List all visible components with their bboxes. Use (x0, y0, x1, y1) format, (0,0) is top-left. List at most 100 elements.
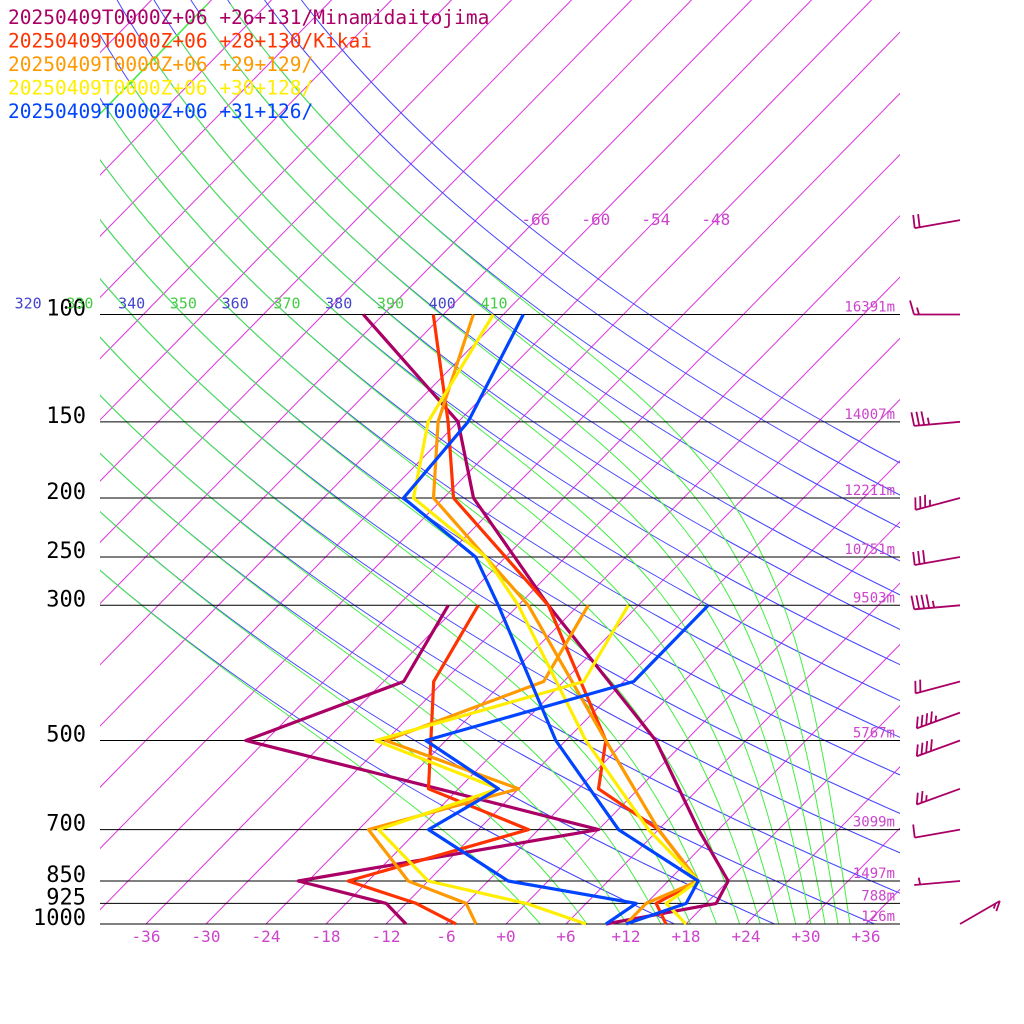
moist-adiabat-line (100, 3, 691, 924)
isotherm-line (0, 0, 92, 924)
height-label: 3099m (853, 815, 895, 831)
wind-barb (915, 711, 961, 730)
isotherm-line (325, 337, 900, 924)
moist-adiabat-line (100, 3, 761, 924)
pressure-tick-label: 500 (46, 723, 86, 748)
legend-entry-1: 20250409T0000Z+06 +26+131/Minamidaitojim… (8, 6, 489, 29)
isotherm-line (926, 0, 1024, 924)
isotherm-line (100, 0, 812, 727)
theta-label: 400 (429, 295, 456, 313)
isotherm-line (265, 276, 900, 924)
dewpoint-line-2 (346, 604, 531, 926)
dry-adiabat-line (100, 569, 675, 924)
isotherm-line (0, 0, 32, 924)
theta-label: 390 (377, 295, 404, 313)
theta-label: 340 (118, 295, 145, 313)
isotherm-label: -60 (581, 210, 610, 229)
moist-adiabat-line (153, 3, 812, 924)
legend-entry-3: 20250409T0000Z+06 +29+129/ (8, 53, 313, 76)
theta-label: 350 (170, 295, 197, 313)
dry-adiabat-line (100, 158, 900, 738)
moist-adiabat-line (229, 3, 851, 924)
temperature-tick-label: +36 (852, 927, 881, 946)
isotherm-line (986, 0, 1024, 924)
dry-adiabat-line (100, 218, 900, 776)
moist-adiabat-line (100, 3, 718, 924)
temperature-tick-label: -36 (132, 927, 161, 946)
isotherm-label: -66 (521, 210, 550, 229)
wind-barb (910, 411, 961, 427)
temperature-tick-label: +0 (496, 927, 515, 946)
dewpoint-line-1 (244, 604, 601, 926)
pressure-tick-label: 850 (46, 863, 86, 888)
wind-barb (912, 824, 961, 839)
moist-adiabat-line (176, 3, 826, 924)
height-label: 12211m (844, 483, 895, 499)
height-label: 9503m (853, 590, 895, 606)
temperature-tick-label: -12 (372, 927, 401, 946)
isotherm-line (100, 0, 572, 482)
moist-adiabat-line (100, 3, 588, 924)
temperature-tick-label: -18 (312, 927, 341, 946)
moist-adiabat-line (199, 3, 839, 924)
moist-adiabat-line (100, 3, 628, 924)
isotherm-line (100, 0, 872, 788)
isotherm-line (100, 0, 692, 605)
theta-label: 370 (273, 295, 300, 313)
height-label: 1497m (853, 866, 895, 882)
pressure-tick-label: 1000 (33, 906, 86, 931)
label-layer: 100 16391m 150 14007m 200 12211m 250 10751m 300 9… (15, 210, 895, 946)
isotherm-line (100, 92, 900, 911)
legend-entry-2: 20250409T0000Z+06 +28+130/Kikai (8, 30, 372, 53)
isotherm-line (100, 0, 212, 115)
moist-adiabat-line (100, 3, 662, 924)
temperature-tick-label: -30 (192, 927, 221, 946)
legend-entry-4: 20250409T0000Z+06 +30+128/ (8, 77, 313, 100)
wind-barb (909, 300, 960, 316)
moist-adiabat-line (100, 3, 541, 924)
wind-barb (910, 594, 961, 611)
dry-adiabat-line (264, 0, 900, 496)
moist-adiabat-line (100, 3, 741, 924)
temperature-tick-label: +30 (792, 927, 821, 946)
isotherm-line (100, 0, 152, 54)
dewpoint-line-5 (424, 604, 710, 926)
dewpoint-line-3 (366, 604, 590, 925)
isotherm-line (100, 31, 900, 850)
theta-label: 330 (66, 295, 93, 313)
pressure-tick-label: 100 (46, 297, 86, 322)
moist-adiabat-line (105, 3, 780, 924)
dry-adiabat-line (116, 0, 900, 630)
isotherm-line (565, 582, 900, 924)
isotherm-line (145, 153, 900, 924)
dry-adiabat-line (227, 0, 900, 529)
legend: 20250409T0000Z+06 +26+131/Minamidaitojim… (8, 6, 489, 123)
temperature-tick-label: -6 (436, 927, 455, 946)
isotherm-line (100, 0, 632, 544)
isotherm-label: -48 (701, 210, 730, 229)
legend-entry-5: 20250409T0000Z+06 +31+126/ (8, 100, 313, 123)
height-label: 126m (861, 909, 895, 925)
temperature-tick-label: +18 (672, 927, 701, 946)
grid-layer (0, 0, 1024, 924)
wind-barb-layer (909, 214, 1001, 925)
height-label: 5767m (853, 726, 895, 742)
theta-label: 380 (325, 295, 352, 313)
isotherm-line (100, 0, 512, 421)
isotherm-line (625, 643, 900, 924)
wind-barb (914, 494, 961, 511)
theta-label: 360 (222, 295, 249, 313)
pressure-tick-label: 150 (46, 404, 86, 429)
isotherm-line (100, 0, 392, 299)
temperature-tick-label: +24 (732, 927, 761, 946)
wind-barb (912, 550, 961, 566)
dewpoint-line-4 (374, 604, 630, 926)
series-layer (244, 313, 730, 926)
isotherm-line (100, 0, 332, 237)
wind-barb (912, 214, 961, 229)
wind-barb (915, 739, 961, 758)
wind-barb (915, 787, 961, 806)
pressure-tick-label: 700 (46, 812, 86, 837)
height-label: 16391m (844, 300, 895, 316)
